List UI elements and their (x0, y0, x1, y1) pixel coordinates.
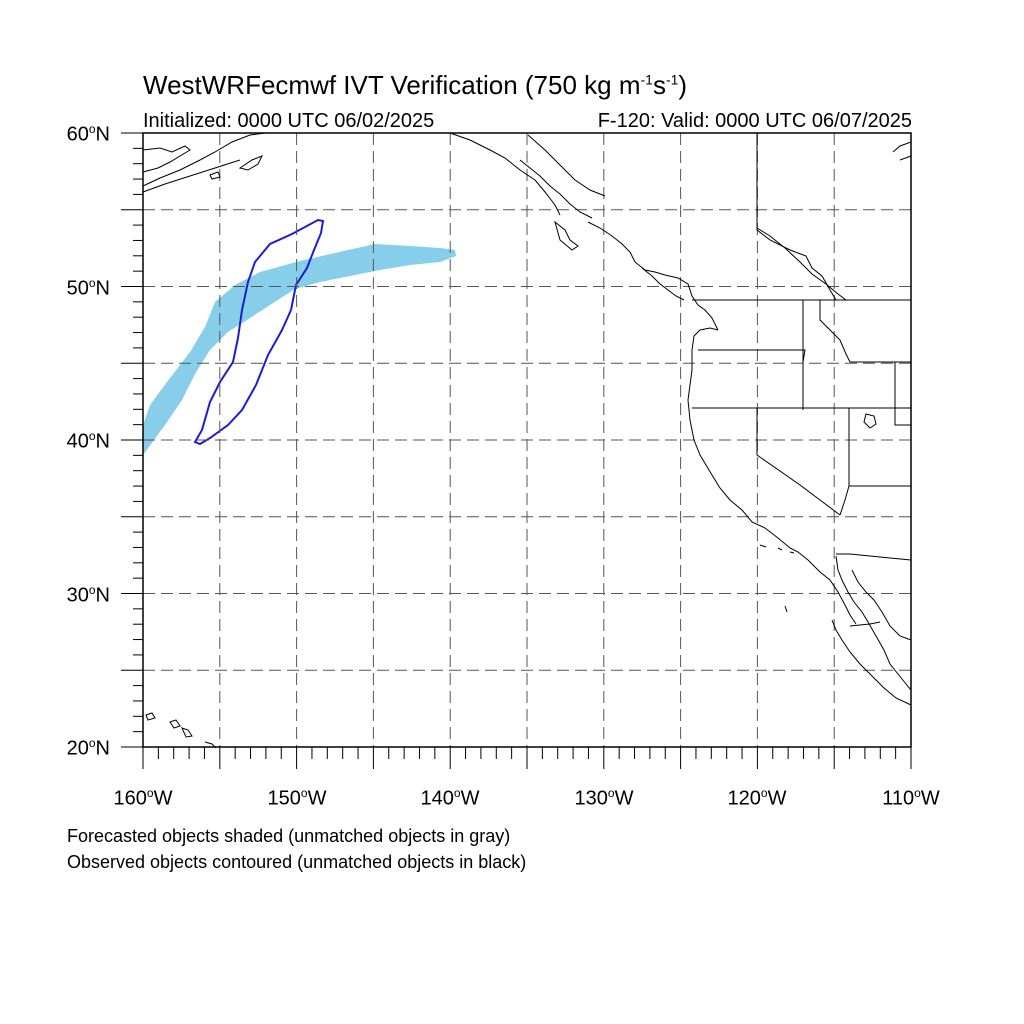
lon-label-120w: 120oW (727, 786, 787, 810)
forecast-object-shaded (143, 244, 456, 455)
observed-object-contour (193, 218, 325, 446)
legend-note-observed: Observed objects contoured (unmatched ob… (67, 852, 527, 872)
lat-label-30n: 30oN (66, 583, 110, 607)
lon-label-160w: 160oW (113, 786, 173, 810)
lat-label-40n: 40oN (66, 429, 110, 453)
axis-ticks (121, 132, 912, 769)
forecast-valid-time: F-120: Valid: 0000 UTC 06/07/2025 (597, 110, 912, 132)
lon-label-150w: 150oW (267, 786, 327, 810)
map-title: WestWRFecmwf IVT Verification (750 kg m-… (143, 70, 688, 100)
legend-note-forecast: Forecasted objects shaded (unmatched obj… (67, 826, 511, 846)
lat-label-60n: 60oN (66, 122, 110, 146)
lon-label-130w: 130oW (574, 786, 634, 810)
initialized-time: Initialized: 0000 UTC 06/02/2025 (143, 110, 435, 132)
lat-label-50n: 50oN (66, 276, 110, 300)
lat-label-20n: 20oN (66, 736, 110, 760)
lat-lon-grid (143, 133, 911, 747)
lon-label-110w: 110oW (882, 786, 940, 810)
lon-label-140w: 140oW (420, 786, 480, 810)
